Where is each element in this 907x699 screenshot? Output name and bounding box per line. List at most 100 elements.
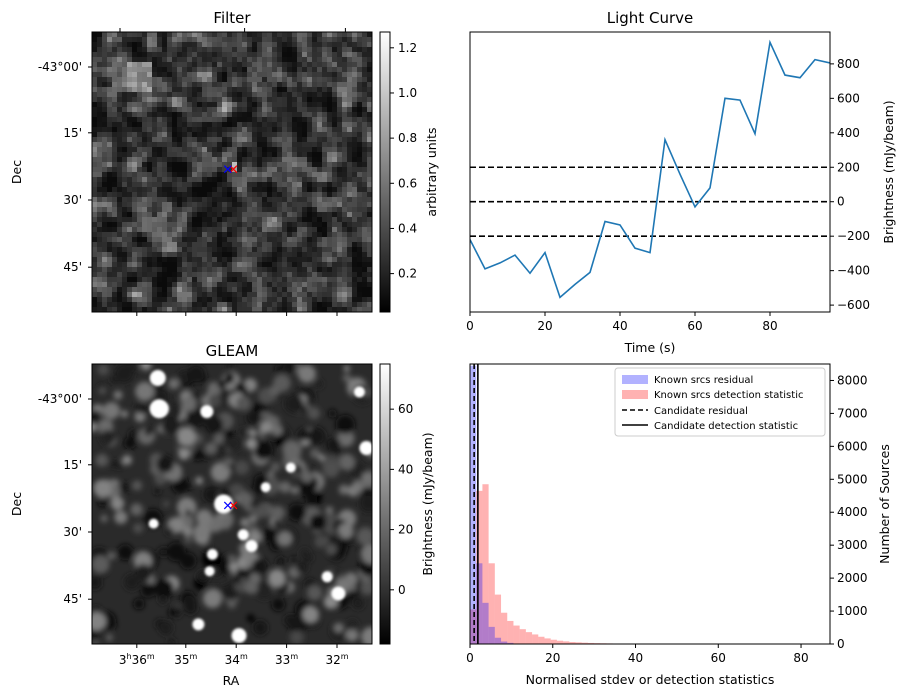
gleam-noise-blob — [271, 424, 283, 436]
filter-pixel — [342, 147, 348, 153]
filter-pixel — [172, 262, 178, 268]
gleam-noise-blob — [93, 479, 112, 498]
filter-pixel — [212, 192, 218, 198]
filter-pixel — [207, 182, 213, 188]
filter-pixel — [287, 152, 293, 158]
filter-frame — [91, 31, 373, 313]
filter-pixel — [102, 237, 108, 243]
light-curve-y-tick-label: 200 — [837, 160, 860, 174]
filter-pixel — [207, 132, 213, 138]
filter-pixel — [332, 32, 338, 38]
filter-pixel — [332, 82, 338, 88]
filter-pixel — [307, 182, 313, 188]
filter-pixel — [202, 62, 208, 68]
filter-pixel — [107, 87, 113, 93]
filter-pixel — [307, 207, 313, 213]
filter-pixel — [202, 142, 208, 148]
filter-pixel — [297, 227, 303, 233]
filter-pixel — [142, 197, 148, 203]
filter-pixel — [307, 297, 313, 303]
filter-pixel — [292, 227, 298, 233]
filter-pixel — [112, 257, 118, 263]
filter-pixel — [267, 302, 273, 308]
filter-pixel — [277, 212, 283, 218]
filter-pixel — [152, 112, 158, 118]
filter-pixel — [257, 87, 263, 93]
filter-pixel — [317, 102, 323, 108]
filter-pixel — [277, 237, 283, 243]
filter-pixel — [172, 187, 178, 193]
filter-pixel — [362, 67, 368, 73]
filter-pixel — [242, 32, 248, 38]
filter-pixel — [102, 52, 108, 58]
filter-pixel — [142, 42, 148, 48]
filter-pixel — [317, 117, 323, 123]
filter-pixel — [277, 117, 283, 123]
filter-pixel — [307, 152, 313, 158]
filter-pixel — [282, 47, 288, 53]
filter-pixel — [292, 147, 298, 153]
filter-pixel — [202, 137, 208, 143]
filter-pixel — [332, 42, 338, 48]
gleam-noise-blob — [168, 378, 180, 390]
filter-pixel — [237, 152, 243, 158]
filter-pixel — [182, 32, 188, 38]
filter-pixel — [272, 212, 278, 218]
filter-pixel — [117, 212, 123, 218]
filter-pixel — [277, 242, 283, 248]
filter-pixel — [182, 177, 188, 183]
filter-pixel — [292, 102, 298, 108]
filter-pixel — [227, 222, 233, 228]
filter-pixel — [362, 82, 368, 88]
filter-pixel — [282, 107, 288, 113]
filter-pixel — [297, 167, 303, 173]
filter-pixel — [202, 172, 208, 178]
filter-pixel — [182, 167, 188, 173]
filter-pixel — [197, 147, 203, 153]
filter-pixel — [287, 162, 293, 168]
filter-pixel — [97, 172, 103, 178]
filter-pixel — [292, 87, 298, 93]
filter-pixel — [282, 37, 288, 43]
filter-pixel — [357, 167, 363, 173]
filter-pixel — [192, 147, 198, 153]
filter-pixel — [277, 257, 283, 263]
filter-pixel — [267, 227, 273, 233]
filter-pixel — [152, 247, 158, 253]
filter-pixel — [317, 47, 323, 53]
filter-pixel — [162, 177, 168, 183]
filter-pixel — [212, 297, 218, 303]
filter-pixel — [262, 67, 268, 73]
filter-pixel — [222, 102, 228, 108]
filter-pixel — [137, 182, 143, 188]
filter-pixel — [282, 52, 288, 58]
filter-pixel — [147, 222, 153, 228]
filter-pixel — [167, 112, 173, 118]
filter-pixel — [262, 172, 268, 178]
filter-pixel — [177, 297, 183, 303]
filter-pixel — [92, 57, 98, 63]
gleam-noise-blob — [128, 429, 139, 440]
filter-pixel — [362, 232, 368, 238]
filter-pixel — [177, 217, 183, 223]
filter-title: Filter — [213, 9, 251, 27]
filter-pixel — [267, 72, 273, 78]
filter-pixel — [192, 42, 198, 48]
filter-pixel — [327, 227, 333, 233]
filter-pixel — [187, 197, 193, 203]
filter-pixel — [317, 82, 323, 88]
filter-pixel — [252, 147, 258, 153]
filter-pixel — [362, 212, 368, 218]
filter-pixel — [367, 97, 373, 103]
filter-pixel — [207, 62, 213, 68]
filter-pixel — [182, 182, 188, 188]
filter-pixel — [282, 297, 288, 303]
filter-pixel — [167, 137, 173, 143]
filter-pixel — [147, 167, 153, 173]
gleam-noise-blob — [251, 558, 269, 575]
filter-pixel — [322, 102, 328, 108]
filter-pixel — [97, 202, 103, 208]
filter-pixel — [217, 252, 223, 258]
filter-pixel — [322, 172, 328, 178]
filter-pixel — [322, 267, 328, 273]
